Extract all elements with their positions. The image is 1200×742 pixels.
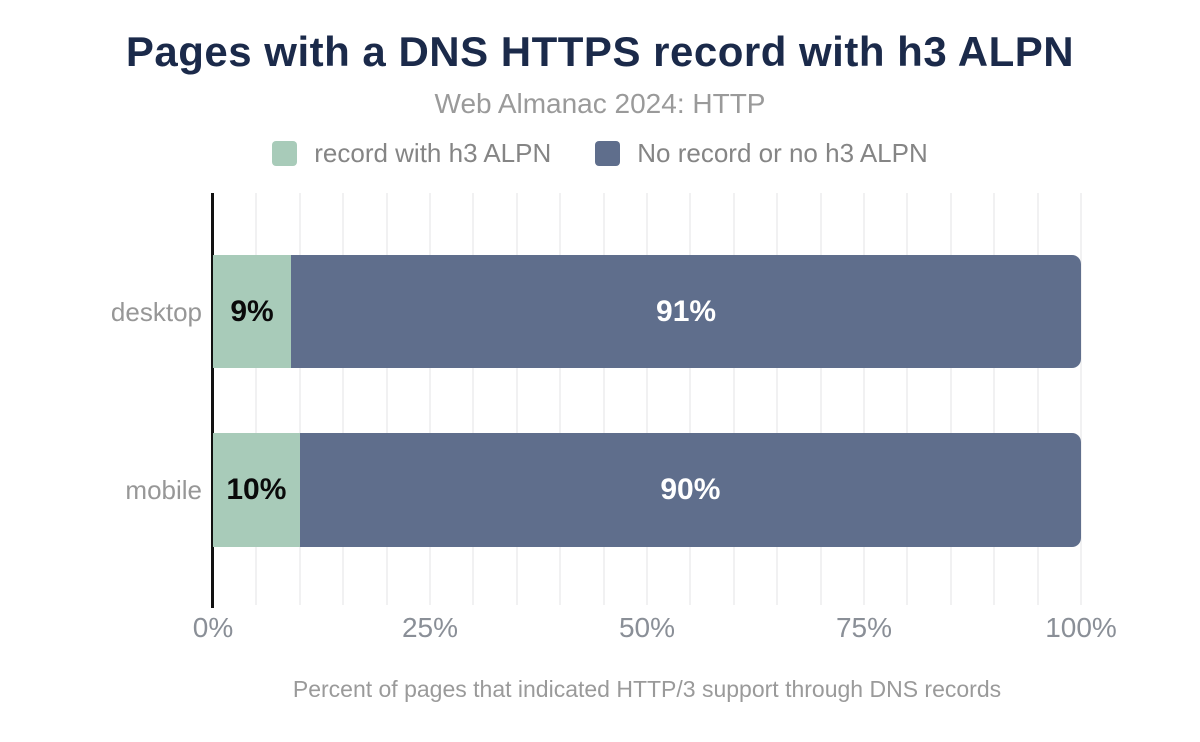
gridline [1036, 193, 1039, 605]
data-label: 91% [656, 294, 717, 328]
chart-subtitle: Web Almanac 2024: HTTP [434, 88, 766, 119]
legend-label: No record or no h3 ALPN [637, 138, 928, 168]
legend-item: No record or no h3 ALPN [595, 138, 928, 169]
gridline [646, 193, 648, 605]
gridline [342, 193, 345, 605]
gridline [1080, 193, 1082, 605]
legend-item: record with h3 ALPN [272, 138, 551, 169]
gridline [515, 193, 518, 605]
bar-row-mobile: 10% 90% [213, 433, 1081, 547]
chart-title: Pages with a DNS HTTPS record with h3 AL… [125, 28, 1075, 75]
x-axis-caption: Percent of pages that indicated HTTP/3 s… [292, 676, 1002, 702]
gridline [602, 193, 605, 605]
x-tick-label: 0% [192, 612, 234, 643]
x-tick-label: 50% [618, 612, 676, 643]
gridline [949, 193, 952, 605]
x-tick-label: 100% [1045, 612, 1117, 643]
bar-segment-desktop-no-h3: 91% [291, 255, 1081, 368]
gridline [255, 193, 258, 605]
gridline [819, 193, 822, 605]
x-tick-label: 75% [835, 612, 893, 643]
gridline [559, 193, 562, 605]
gridline [385, 193, 388, 605]
gridline [776, 193, 779, 605]
data-label: 10% [226, 473, 287, 506]
gridline [863, 193, 865, 605]
bar-row-desktop: 9% 91% [213, 255, 1081, 368]
legend-swatch-icon [272, 141, 298, 166]
bar-segment-desktop-with-h3: 9% [213, 255, 292, 368]
x-axis-ticks: 0% 25% 50% 75% 100% [193, 612, 1117, 646]
y-axis-line [211, 193, 214, 608]
gridline [298, 193, 301, 605]
bar-segment-mobile-no-h3: 90% [299, 433, 1081, 547]
legend-label: record with h3 ALPN [314, 138, 552, 168]
data-label: 90% [660, 473, 721, 506]
gridline [906, 193, 909, 605]
category-label-desktop: desktop [110, 296, 202, 327]
gridline [429, 193, 431, 605]
plot-area: 9% 91% 10% 90% [211, 193, 1082, 608]
legend: record with h3 ALPN No record or no h3 AL… [0, 138, 1200, 169]
x-tick-label: 25% [401, 612, 459, 643]
data-label: 9% [230, 294, 274, 328]
legend-swatch-icon [595, 141, 621, 166]
gridline [993, 193, 996, 605]
category-label-mobile: mobile [125, 475, 202, 505]
gridline [689, 193, 692, 605]
gridline [732, 193, 735, 605]
gridline [472, 193, 475, 605]
bar-segment-mobile-with-h3: 10% [213, 433, 300, 547]
